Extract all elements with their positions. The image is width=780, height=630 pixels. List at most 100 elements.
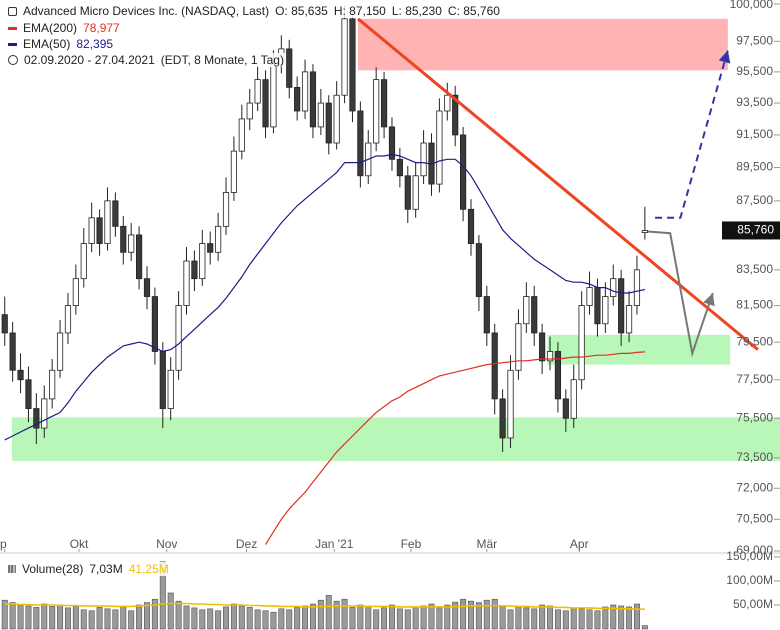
y-tick-label: 72,000 [736,480,773,494]
candle-body [254,79,261,104]
legend-ema50: EMA(50) 82,395 [6,37,116,51]
candle-body [64,305,72,334]
x-tick-label: Mär [476,537,497,551]
candle-body [222,192,230,227]
volume-bar [136,604,143,630]
candle-body [56,332,64,371]
candle-body [483,296,490,334]
candle-body [325,102,332,144]
legend-swatch [8,26,17,30]
volume-bar [539,604,546,630]
x-tick-label: Apr [570,537,589,551]
y-tick-label: 70,500 [736,511,773,525]
volume-bar [72,605,79,630]
volume-legend: Volume(28) 7,03M 41,25M [6,562,171,576]
candle-body [25,379,32,409]
candle-body [373,79,380,144]
candle-body [594,287,601,325]
legend-value: 78,977 [83,21,120,35]
zone [357,18,728,71]
candle-body [41,398,48,429]
volume-bar [396,608,403,630]
volume-bar [460,598,467,630]
candle-body [317,102,324,128]
volume-bar [483,599,490,630]
volume-bar [404,609,411,630]
candle-body [602,296,609,325]
volume-bar [641,625,648,630]
range-note: (EDT, 8 Monate, 1 Tag) [160,53,284,67]
x-tick-label: Dez [236,537,257,551]
candle-body [625,305,633,334]
candle-body [562,398,569,419]
range-text: 02.09.2020 - 27.04.2021 [24,53,155,67]
candle-body [159,351,166,409]
candle-body [17,369,24,381]
candle-body [49,369,56,400]
y-tick-label: 95,500 [736,64,773,78]
volume-bar [475,602,482,630]
volume-bar [230,603,237,630]
candle-body [104,200,111,244]
volume-last: 7,03M [89,562,123,576]
candle-body [452,94,459,136]
volume-name: Volume(28) [22,562,84,576]
candle-body [143,278,151,297]
volume-bar [57,604,64,630]
volume-bar [88,610,95,630]
candle-body [72,278,79,306]
x-tick-label: Feb [401,537,422,551]
volume-bar [554,609,561,630]
volume-bar [333,600,340,630]
y-tick-label: 91,500 [736,127,773,141]
annotation-line [655,50,729,219]
candle-body [515,323,522,371]
volume-bar [302,605,309,630]
volume-bar [191,607,198,630]
volume-bar [523,607,530,630]
x-tick-label: Nov [156,537,177,551]
volume-bar [381,607,388,630]
candle-body [151,296,158,352]
candle-body [1,314,8,334]
legend-label: EMA(50) [23,37,71,51]
header-line: Advanced Micro Devices Inc. (NASDAQ, Las… [6,4,502,18]
candle-body [136,234,143,280]
candle-body [301,71,309,112]
candle-body [420,142,427,177]
volume-bar [128,610,135,630]
volume-tick-label: 150,00M [726,549,773,563]
volume-tick-label: 100,00M [726,573,773,587]
volume-bar [610,604,617,630]
candle-body [191,260,198,280]
candle-body [531,296,538,334]
y-tick-label: 69,000 [736,543,773,557]
candle-body [499,398,506,439]
candle-body [460,134,467,210]
volume-bar [468,600,474,630]
volume-bar [317,599,324,630]
legend-ema200: EMA(200) 78,977 [6,21,122,35]
volume-bar [325,595,332,630]
volume-bar [49,606,56,630]
volume-bar [633,603,640,630]
candle-body [404,175,411,210]
volume-bar [547,605,554,630]
last-price-label: 85,760 [737,223,774,237]
volume-bar [507,609,514,630]
ohlc-open: O: 85,635 [275,4,328,18]
volume-bar [175,600,182,630]
candle-body [444,94,451,112]
candle-body [491,332,498,400]
volume-bar [586,609,593,630]
y-tick-label: 97,500 [736,33,773,47]
date-range: 02.09.2020 - 27.04.2021 (EDT, 8 Monate, … [6,53,286,67]
volume-bar [112,609,119,630]
volume-bar [96,607,103,630]
volume-bar [618,605,625,630]
candle-body [309,71,317,128]
volume-tick-label: 50,00M [733,597,773,611]
candle-body [618,278,625,334]
volume-bar [120,606,127,630]
legend-label: EMA(200) [23,21,78,35]
